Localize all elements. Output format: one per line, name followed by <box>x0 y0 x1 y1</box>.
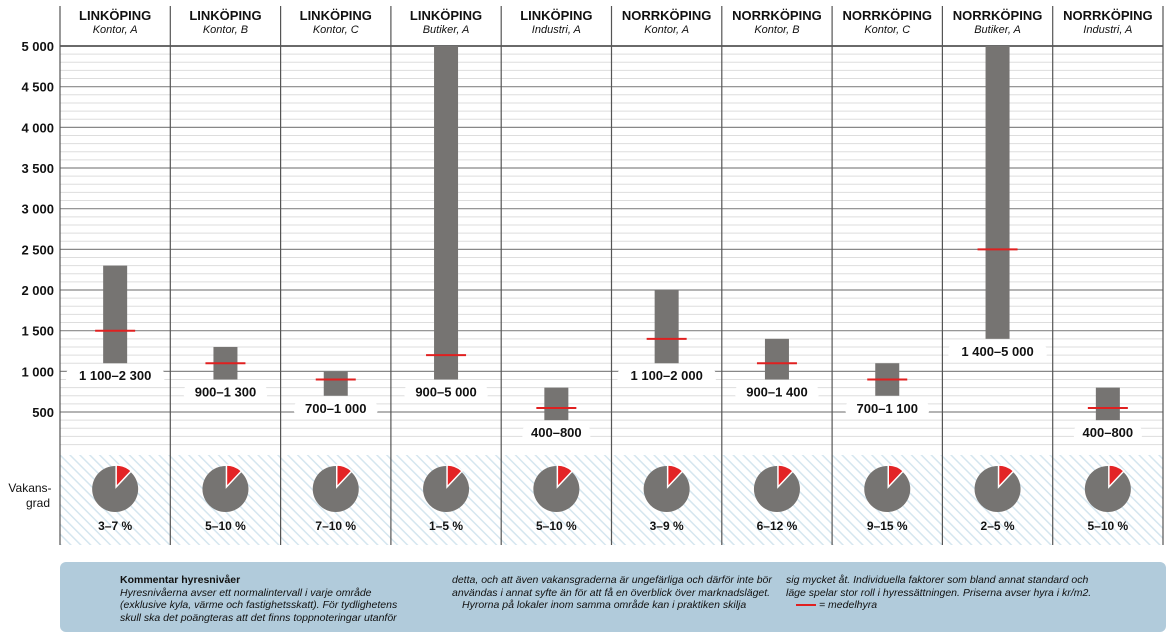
column-type: Butiker, A <box>423 24 470 36</box>
y-tick-label: 1 000 <box>21 364 54 379</box>
vacancy-pie <box>864 466 911 512</box>
column-city: NORRKÖPING <box>732 8 822 23</box>
column-type: Kontor, C <box>313 24 359 36</box>
range-label: 400–800 <box>1083 425 1134 440</box>
vacancy-value: 3–7 % <box>98 519 132 533</box>
vacancy-label: Vakans- <box>8 481 51 495</box>
range-label: 900–1 400 <box>746 384 807 399</box>
vacancy-slice <box>336 464 353 489</box>
range-label-bg <box>65 367 165 386</box>
range-label-bg <box>845 399 930 418</box>
range-label: 900–5 000 <box>415 384 476 399</box>
column-city: NORRKÖPING <box>1063 8 1153 23</box>
vacancy-slice <box>556 464 574 489</box>
rent-range-chart: 500 1 000 1 500 2 000 2 500 3 000 3 500 4 000 4 … <box>8 6 1164 545</box>
vacancy-value: 2–5 % <box>981 519 1015 533</box>
range-label-bg <box>734 383 820 402</box>
range-label-bg <box>947 342 1048 361</box>
range-label-bg <box>183 383 268 402</box>
vacancy-pie <box>92 466 139 512</box>
column-city: LINKÖPING <box>300 8 372 23</box>
column-type: Industri, A <box>1083 24 1132 36</box>
vacancy-slice <box>115 464 133 489</box>
vacancy-pie <box>202 466 249 512</box>
vacancy-value: 1–5 % <box>429 519 463 533</box>
column-type: Kontor, B <box>754 24 799 36</box>
comment-title: Kommentar hyresnivåer <box>120 574 241 586</box>
range-bar <box>323 371 348 396</box>
column-city: LINKÖPING <box>189 8 261 23</box>
vacancy-pie <box>643 466 690 512</box>
column-city: LINKÖPING <box>520 8 592 23</box>
vacancy-value: 6–12 % <box>757 519 798 533</box>
column-city: LINKÖPING <box>410 8 482 23</box>
y-tick-label: 3 500 <box>21 161 54 176</box>
range-label-bg <box>616 367 717 386</box>
vacancy-pie <box>533 466 580 512</box>
vacancy-value: 3–9 % <box>650 519 684 533</box>
comment-text-1: Hyresnivåerna avser ett normalintervall … <box>120 586 398 624</box>
range-bar <box>434 46 459 380</box>
vacancy-value: 5–10 % <box>1087 519 1128 533</box>
y-tick-label: 2 000 <box>21 283 54 298</box>
column-type: Butiker, A <box>974 24 1021 36</box>
vacancy-slice <box>446 464 464 489</box>
column-type: Industri, A <box>532 24 581 36</box>
column-city: LINKÖPING <box>79 8 151 23</box>
mean-legend-label: = medelhyra <box>819 599 878 611</box>
range-label-bg <box>1073 424 1143 443</box>
column-type: Kontor, B <box>203 24 248 36</box>
vacancy-slice <box>1108 464 1125 489</box>
vacancy-pie <box>753 466 800 512</box>
range-label: 400–800 <box>531 425 582 440</box>
vacancy-pie <box>312 466 359 512</box>
y-tick-label: 1 500 <box>21 324 54 339</box>
range-bar <box>1095 387 1120 421</box>
y-tick-label: 3 000 <box>21 202 54 217</box>
vacancy-slice <box>777 464 795 489</box>
column-city: NORRKÖPING <box>622 8 712 23</box>
range-label-bg <box>293 399 378 418</box>
vacancy-slice <box>666 464 684 489</box>
vacancy-slice <box>225 464 243 489</box>
column-city: NORRKÖPING <box>842 8 932 23</box>
mean-legend-icon <box>796 604 816 607</box>
range-label-bg <box>521 424 591 443</box>
column-city: NORRKÖPING <box>953 8 1043 23</box>
range-bar <box>654 290 679 364</box>
column-type: Kontor, C <box>864 24 910 36</box>
range-label: 1 400–5 000 <box>961 344 1033 359</box>
column-type: Kontor, A <box>93 24 138 36</box>
vacancy-slice <box>997 464 1015 489</box>
range-bar <box>764 338 789 380</box>
range-label-bg <box>403 383 489 402</box>
y-tick-label: 4 500 <box>21 80 54 95</box>
range-label: 900–1 300 <box>195 384 256 399</box>
comment-text-2a: detta, och att även vakansgraderna är un… <box>452 574 772 599</box>
vacancy-label: grad <box>26 496 50 510</box>
vacancy-pie <box>974 466 1021 512</box>
comment-text-2b: Hyrorna på lokaler inom samma område kan… <box>462 599 747 611</box>
y-tick-label: 4 000 <box>21 120 54 135</box>
comment-box: Kommentar hyresnivåer Hyresnivåerna avse… <box>60 562 1166 632</box>
range-label: 700–1 100 <box>857 401 918 416</box>
range-bar <box>544 387 569 421</box>
column-type: Kontor, A <box>644 24 689 36</box>
range-label: 700–1 000 <box>305 401 366 416</box>
vacancy-value: 5–10 % <box>205 519 246 533</box>
vacancy-value: 5–10 % <box>536 519 577 533</box>
range-bar <box>985 46 1010 339</box>
range-label: 1 100–2 300 <box>79 368 151 383</box>
vacancy-pie <box>1084 466 1131 512</box>
vacancy-value: 9–15 % <box>867 519 908 533</box>
vacancy-slice <box>887 464 905 489</box>
comment-text-3: sig mycket åt. Individuella faktorer som… <box>786 574 1092 599</box>
y-tick-label: 5 000 <box>21 39 54 54</box>
vacancy-value: 7–10 % <box>315 519 356 533</box>
range-bar <box>103 265 128 364</box>
range-label: 1 100–2 000 <box>631 368 703 383</box>
y-tick-label: 500 <box>32 405 54 420</box>
vacancy-pie <box>423 466 470 512</box>
y-tick-label: 2 500 <box>21 242 54 257</box>
